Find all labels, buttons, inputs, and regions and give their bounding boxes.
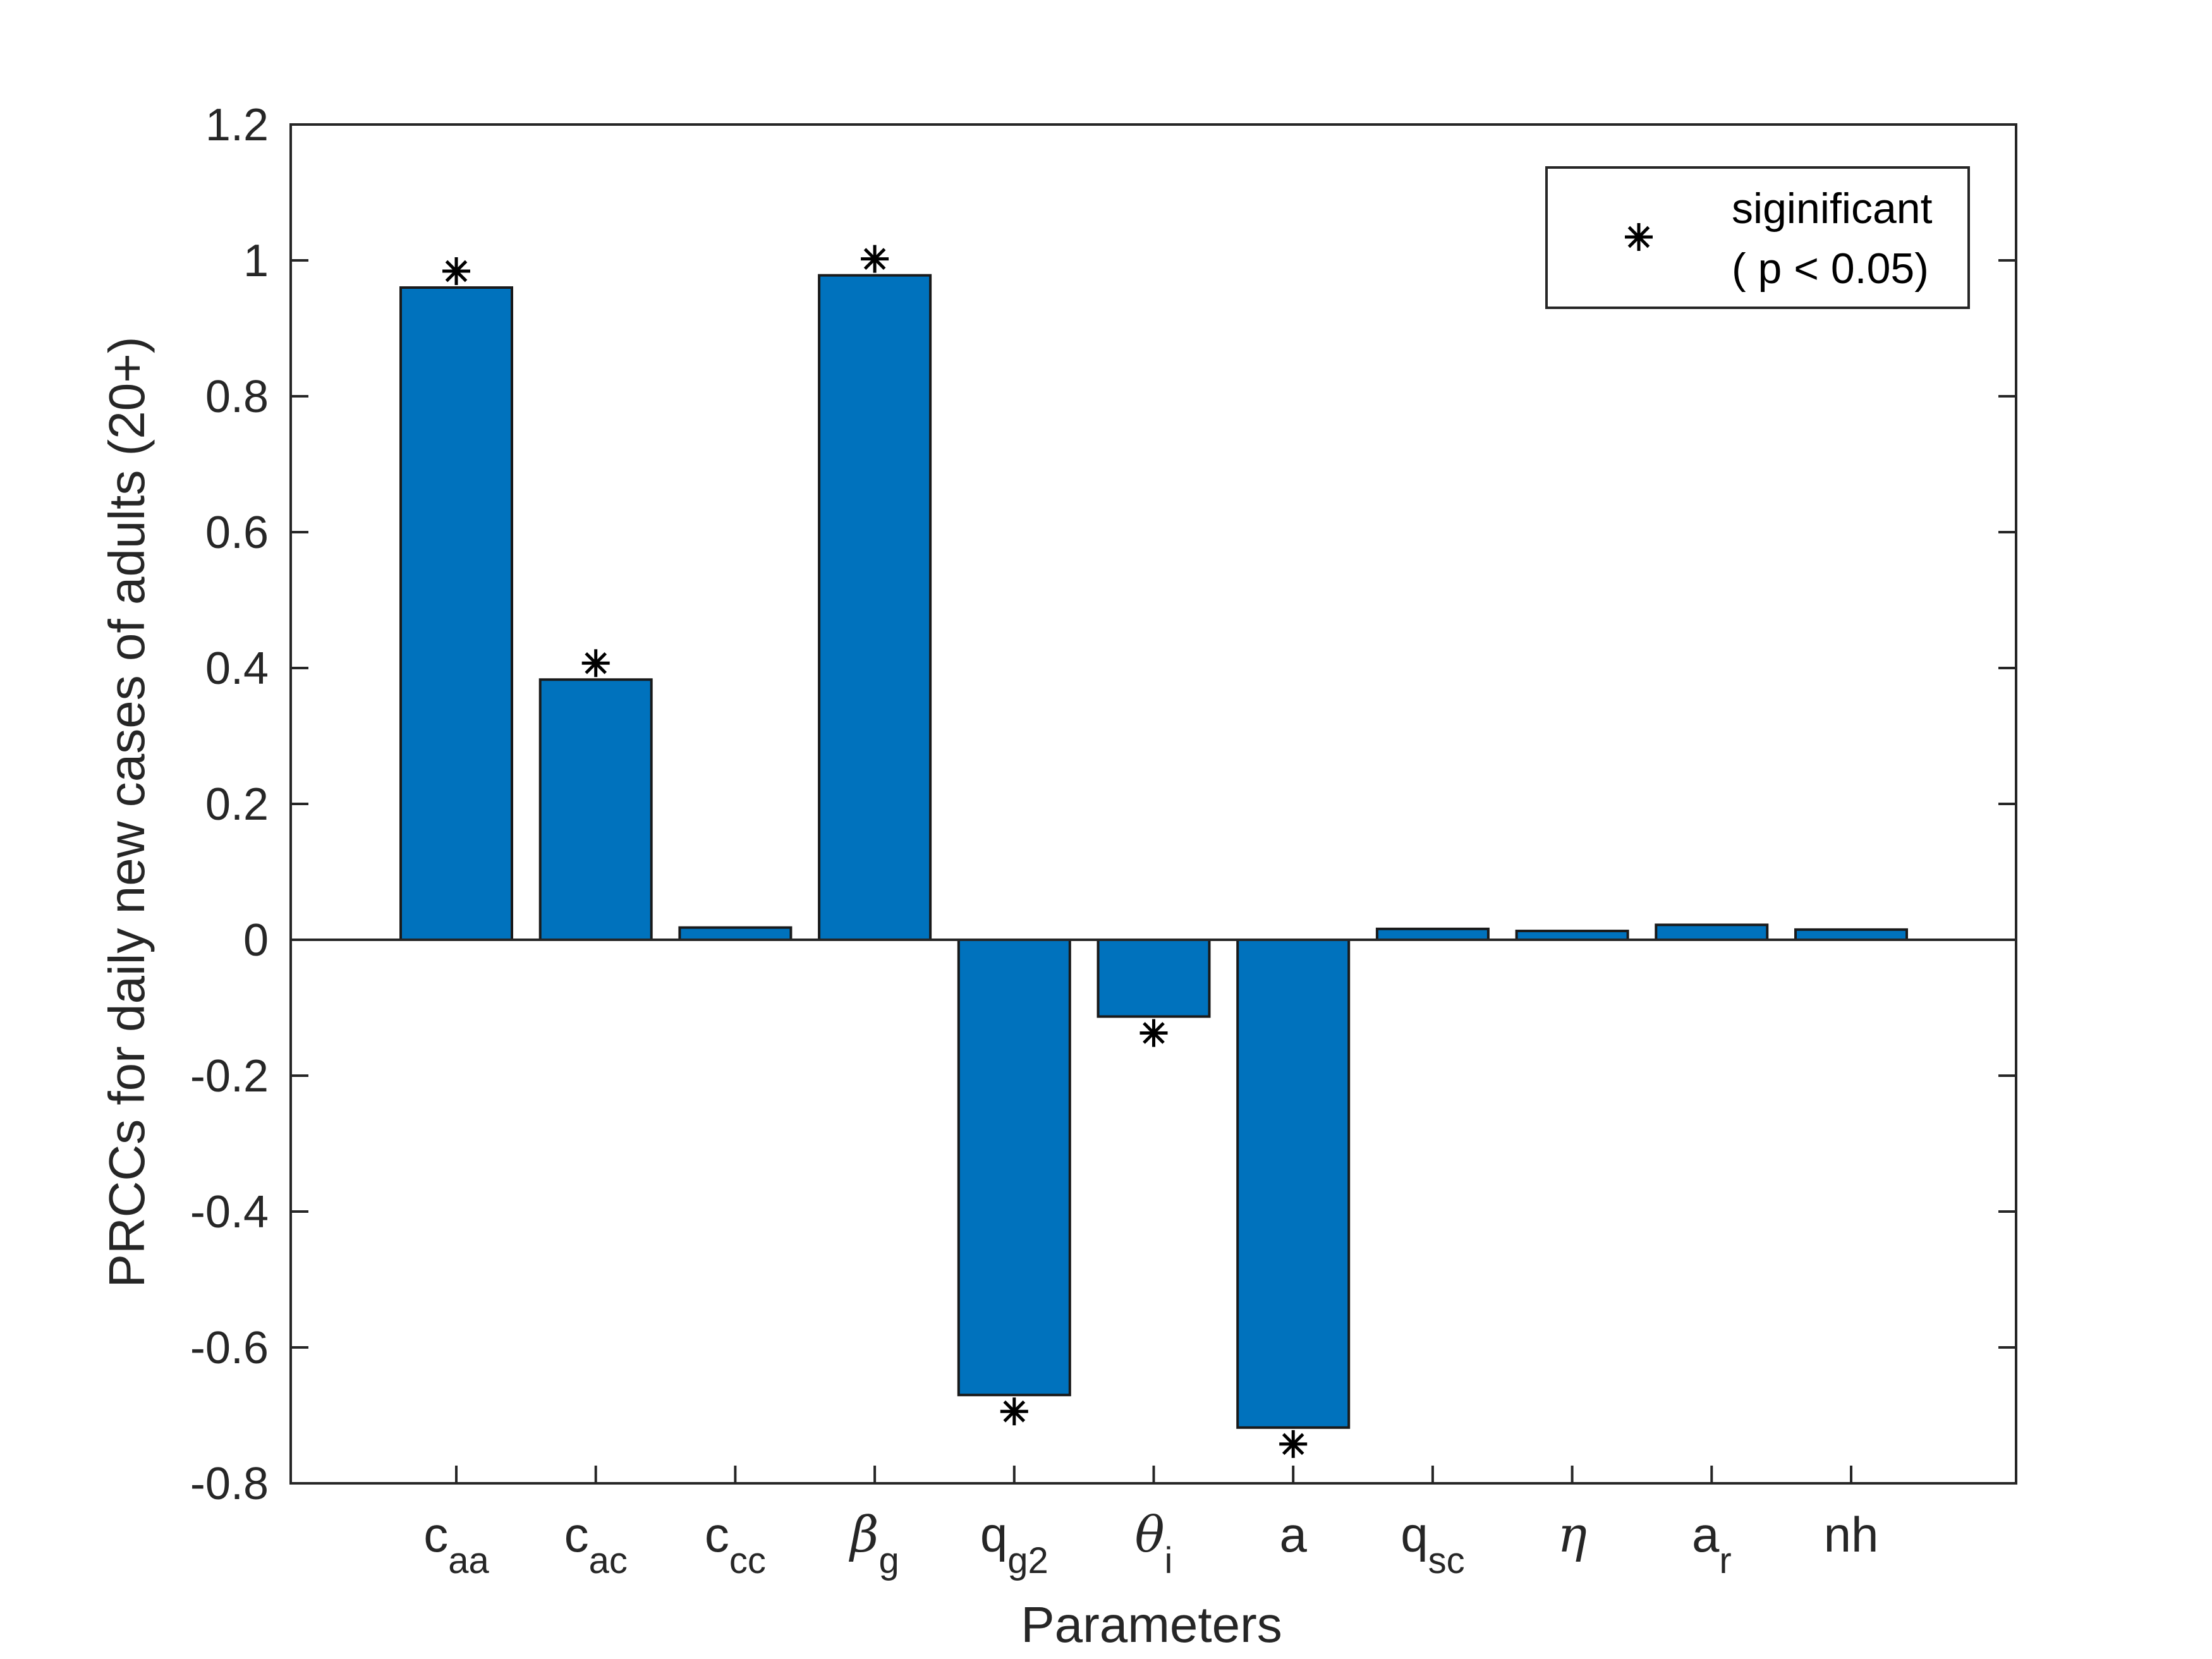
y-tick-label-7: 0.6 <box>205 507 269 558</box>
y-tick-labels: -0.8 -0.6 -0.4 -0.2 0 0.2 0.4 0.6 0.8 1 1.2 <box>190 100 269 1509</box>
legend-box <box>1545 166 1970 309</box>
y-tick-label-4: 0 <box>243 915 269 966</box>
bar-10 <box>1794 928 1908 941</box>
significance-marker-5 <box>1139 1019 1168 1047</box>
x-tick-label-6: a <box>1280 1507 1308 1562</box>
significance-marker-4 <box>1000 1397 1028 1426</box>
x-tick-label-1: cac <box>564 1507 628 1581</box>
x-tick-label-10: nh <box>1824 1507 1879 1562</box>
significance-marker-0 <box>442 257 470 285</box>
x-tick-label-8: η <box>1557 1507 1587 1564</box>
bar-7 <box>1375 927 1490 942</box>
bar-1 <box>538 678 653 942</box>
legend-asterisk-icon <box>1625 223 1653 251</box>
legend-label-line2: ( p < 0.05) <box>1732 245 1929 293</box>
y-tick-label-9: 1 <box>243 236 269 286</box>
x-tick-label-0: caa <box>423 1507 489 1581</box>
significance-marker-3 <box>861 245 889 273</box>
legend-asterisk <box>1625 223 1653 251</box>
significance-markers <box>442 245 1308 1458</box>
legend-label-line1: siginificant <box>1732 185 1933 233</box>
y-tick-label-0: -0.8 <box>190 1459 269 1509</box>
y-tick-label-10: 1.2 <box>205 100 269 150</box>
y-tick-label-3: -0.2 <box>190 1051 269 1102</box>
x-tick-label-3: βg <box>848 1507 899 1581</box>
x-tick-label-4: qg2 <box>980 1507 1048 1581</box>
legend: siginificant ( p < 0.05) <box>1545 166 1970 309</box>
y-tick-label-8: 0.8 <box>205 372 269 422</box>
x-tick-label-5: θi <box>1135 1507 1173 1581</box>
bar-2 <box>678 926 793 942</box>
y-tick-label-1: -0.6 <box>190 1323 269 1373</box>
significance-marker-1 <box>581 649 610 678</box>
y-tick-label-5: 0.2 <box>205 779 269 830</box>
bar-0 <box>399 286 513 941</box>
bar-3 <box>818 274 932 941</box>
x-tick-labels: caa cac ccc βg qg2 θi a qsc η ar nh <box>423 1507 1878 1581</box>
y-tick-label-2: -0.4 <box>190 1187 269 1237</box>
bar-9 <box>1655 923 1769 941</box>
bar-8 <box>1515 930 1629 942</box>
significance-marker-6 <box>1279 1430 1308 1458</box>
bar-6 <box>1236 939 1351 1429</box>
x-tick-label-9: ar <box>1692 1507 1732 1581</box>
x-axis-label: Parameters <box>1021 1596 1282 1653</box>
y-tick-label-6: 0.4 <box>205 643 269 694</box>
bar-5 <box>1097 939 1211 1018</box>
bar-4 <box>957 939 1071 1397</box>
y-axis-label: PRCCs for daily new cases of adults (20+… <box>99 336 155 1287</box>
axes <box>289 123 2017 1485</box>
x-tick-label-2: ccc <box>705 1507 766 1581</box>
x-tick-label-7: qsc <box>1401 1507 1464 1581</box>
